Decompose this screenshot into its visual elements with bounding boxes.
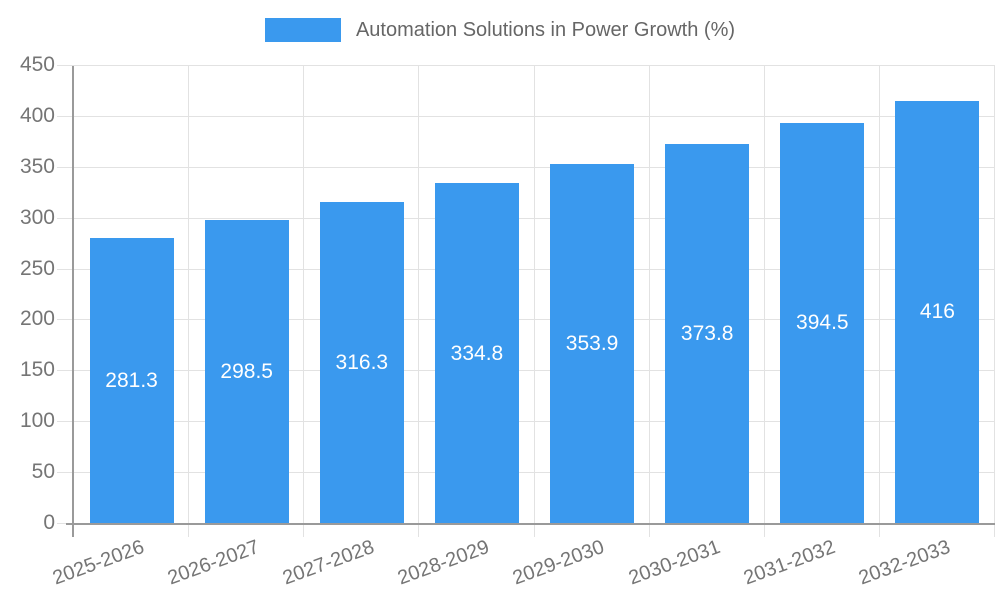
- x-gridline: [188, 66, 190, 524]
- bar-value-label: 373.8: [680, 321, 734, 345]
- chart-title: Automation Solutions in Power Growth (%): [355, 18, 736, 41]
- y-gridline: [57, 217, 995, 219]
- x-tick: [763, 524, 765, 537]
- y-tick-label: 200: [19, 307, 55, 331]
- x-tick-label: 2029-2030: [510, 536, 608, 590]
- bar: 416: [895, 100, 980, 524]
- bar: 394.5: [780, 122, 865, 524]
- x-tick-label: 2026-2027: [164, 536, 263, 590]
- y-gridline: [57, 115, 995, 117]
- x-tick: [303, 524, 305, 537]
- y-gridline: [57, 472, 995, 474]
- bar-value-label: 281.3: [105, 368, 158, 392]
- bar: 281.3: [89, 237, 174, 524]
- bar-value-label: 353.9: [565, 331, 619, 355]
- y-gridline: [57, 421, 995, 423]
- y-gridline: [57, 166, 995, 168]
- y-gridline: [57, 319, 995, 321]
- y-tick-label: 100: [19, 409, 55, 433]
- x-tick: [648, 524, 650, 537]
- bar-value-label: 298.5: [220, 360, 273, 384]
- x-tick: [994, 524, 995, 537]
- y-axis-line: [72, 66, 74, 537]
- plot-area: 281.3 298.5 316.3 334.8 353.9 373.8 394.5 416: [57, 65, 995, 537]
- bar-value-label: 334.8: [450, 341, 504, 365]
- x-gridline: [418, 66, 420, 524]
- bar: 298.5: [204, 220, 289, 524]
- x-tick-label: 2032-2033: [855, 536, 953, 590]
- bar-value-label: 416: [919, 300, 955, 324]
- bar: 316.3: [319, 202, 404, 524]
- y-tick-label: 350: [19, 154, 55, 178]
- x-tick-label: 2027-2028: [279, 536, 378, 590]
- x-tick: [418, 524, 420, 537]
- bar-value-label: 316.3: [335, 351, 389, 375]
- x-gridline: [303, 66, 305, 524]
- x-tick-label: 2030-2031: [625, 536, 723, 590]
- x-tick-label: 2025-2026: [49, 536, 148, 590]
- x-gridline: [878, 66, 880, 524]
- x-axis-line: [66, 523, 995, 525]
- y-tick: [57, 523, 74, 524]
- legend-swatch: [264, 18, 341, 42]
- chart-legend[interactable]: Automation Solutions in Power Growth (%): [0, 18, 1000, 42]
- bar-value-label: 394.5: [796, 311, 849, 335]
- x-tick: [878, 524, 880, 537]
- bar: 373.8: [665, 143, 750, 524]
- bar: 353.9: [550, 163, 635, 524]
- y-tick-label: 450: [19, 53, 55, 76]
- y-gridline: [57, 370, 995, 372]
- y-tick-label: 250: [19, 256, 55, 280]
- x-tick: [533, 524, 535, 537]
- x-tick: [188, 524, 190, 537]
- y-tick-label: 150: [19, 358, 55, 382]
- y-tick-label: 50: [31, 460, 55, 484]
- x-gridline: [648, 66, 650, 524]
- y-gridline: [57, 65, 995, 66]
- x-gridline: [994, 66, 995, 524]
- bar: 334.8: [434, 183, 519, 524]
- x-gridline: [533, 66, 535, 524]
- y-tick-label: 400: [19, 103, 55, 127]
- y-tick-label: 300: [19, 205, 55, 229]
- y-gridline: [57, 268, 995, 270]
- x-tick-label: 2031-2032: [740, 536, 838, 590]
- y-tick-label: 0: [43, 511, 55, 534]
- x-tick-label: 2028-2029: [395, 536, 493, 590]
- x-gridline: [763, 66, 765, 524]
